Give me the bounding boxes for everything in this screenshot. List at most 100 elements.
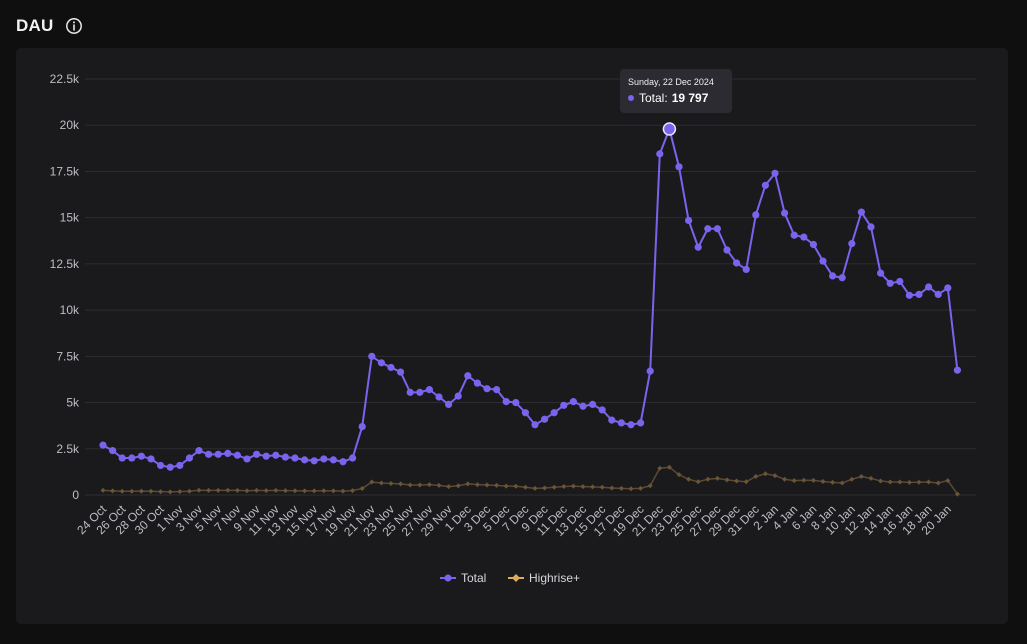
data-tooltip: Sunday, 22 Dec 2024 Total: 19 797 (620, 69, 732, 113)
total-point (646, 367, 654, 375)
highrise-point (503, 483, 509, 489)
series-line-highrise (102, 466, 959, 495)
highrise-point (186, 488, 192, 494)
highrise-point (340, 488, 346, 494)
total-point (867, 223, 875, 231)
tooltip-value: 19 797 (671, 91, 709, 105)
highrise-point (177, 489, 183, 495)
total-point (118, 454, 126, 462)
total-point (685, 216, 693, 225)
highrise-point (302, 488, 308, 494)
total-point (781, 209, 789, 217)
total-point (512, 398, 520, 407)
total-point (589, 400, 597, 409)
total-point (627, 421, 635, 429)
highrise-point (206, 487, 212, 493)
highrise-point (311, 488, 317, 494)
highrise-point (158, 489, 164, 495)
highrise-point (590, 484, 596, 490)
total-point (329, 456, 337, 464)
total-point (733, 259, 741, 267)
total-point (358, 422, 366, 431)
highrise-point (398, 481, 404, 487)
highrise-point (513, 483, 519, 489)
highrise-point (926, 479, 932, 485)
total-point (137, 452, 145, 460)
total-point-highlighted[interactable] (662, 122, 677, 136)
highrise-point (167, 489, 173, 495)
total-point (502, 398, 510, 406)
total-point (445, 400, 453, 409)
y-tick-label: 22.5k (50, 72, 80, 86)
total-point (838, 274, 846, 282)
highrise-point (196, 487, 202, 493)
total-point (233, 451, 241, 459)
total-point (425, 386, 433, 394)
highrise-point (484, 482, 490, 488)
highrise-point (954, 491, 960, 497)
total-point (109, 447, 117, 455)
highrise-point (897, 479, 903, 485)
legend[interactable]: Total Highrise+ (440, 571, 580, 585)
total-point (790, 231, 798, 239)
total-point (272, 451, 280, 459)
info-circle-icon[interactable] (65, 17, 83, 35)
dau-chart: 0 2.5k 5k 7.5k 10k 12.5k 15k 17.5k 20k 22.5k 24 O… (50, 72, 976, 585)
highrise-point (810, 477, 816, 483)
highrise-point (743, 479, 749, 485)
y-axis-ticks: 0 2.5k 5k 7.5k 10k 12.5k 15k 17.5k 20k 22.5k (50, 72, 80, 502)
legend-marker-total (444, 574, 452, 582)
highrise-point (906, 479, 912, 485)
total-point (521, 409, 529, 417)
total-point (473, 379, 481, 387)
highrise-point (119, 488, 125, 494)
highrise-point (570, 483, 576, 489)
highrise-point (100, 487, 106, 493)
total-point (608, 416, 616, 424)
highrise-point (638, 485, 644, 491)
highrise-point (378, 480, 384, 486)
highrise-point (868, 475, 874, 481)
legend-item-total[interactable]: Total (440, 571, 486, 585)
highrise-point (734, 478, 740, 484)
highrise-point (148, 488, 154, 494)
y-tick-label: 17.5k (50, 164, 80, 178)
tooltip-date: Sunday, 22 Dec 2024 (628, 77, 714, 87)
highrise-point (522, 484, 528, 490)
tooltip-series-label: Total: (639, 91, 668, 105)
y-tick-label: 2.5k (56, 442, 80, 456)
highrise-point (801, 477, 807, 483)
total-point (560, 401, 568, 409)
series-line-total (102, 127, 959, 469)
highrise-point (282, 488, 288, 494)
chart-card: 0 2.5k 5k 7.5k 10k 12.5k 15k 17.5k 20k 22.5k 24 O… (16, 48, 1008, 624)
highrise-point (561, 483, 567, 489)
highrise-point (916, 479, 922, 485)
highrise-point (762, 471, 768, 477)
highrise-point (878, 478, 884, 484)
total-point (713, 225, 722, 233)
highrise-point (532, 485, 538, 491)
highrise-point (705, 476, 711, 482)
highrise-point (580, 484, 586, 490)
legend-item-highrise[interactable]: Highrise+ (508, 571, 580, 585)
highrise-point (263, 488, 269, 494)
highrise-point (676, 472, 682, 478)
highrise-point (618, 485, 624, 491)
page-title: DAU (16, 16, 54, 35)
y-tick-label: 0 (72, 488, 79, 502)
highrise-point (426, 482, 432, 488)
y-tick-label: 20k (60, 118, 80, 132)
total-point (886, 279, 894, 287)
total-point (166, 463, 174, 471)
highrise-point (628, 486, 634, 492)
highrise-point (388, 481, 394, 487)
total-point (723, 246, 731, 254)
total-point (464, 372, 472, 380)
total-point (637, 419, 645, 427)
total-point (214, 450, 222, 458)
total-point (195, 447, 203, 455)
highrise-point (455, 483, 461, 489)
total-point (99, 441, 107, 449)
highrise-point (666, 464, 672, 470)
